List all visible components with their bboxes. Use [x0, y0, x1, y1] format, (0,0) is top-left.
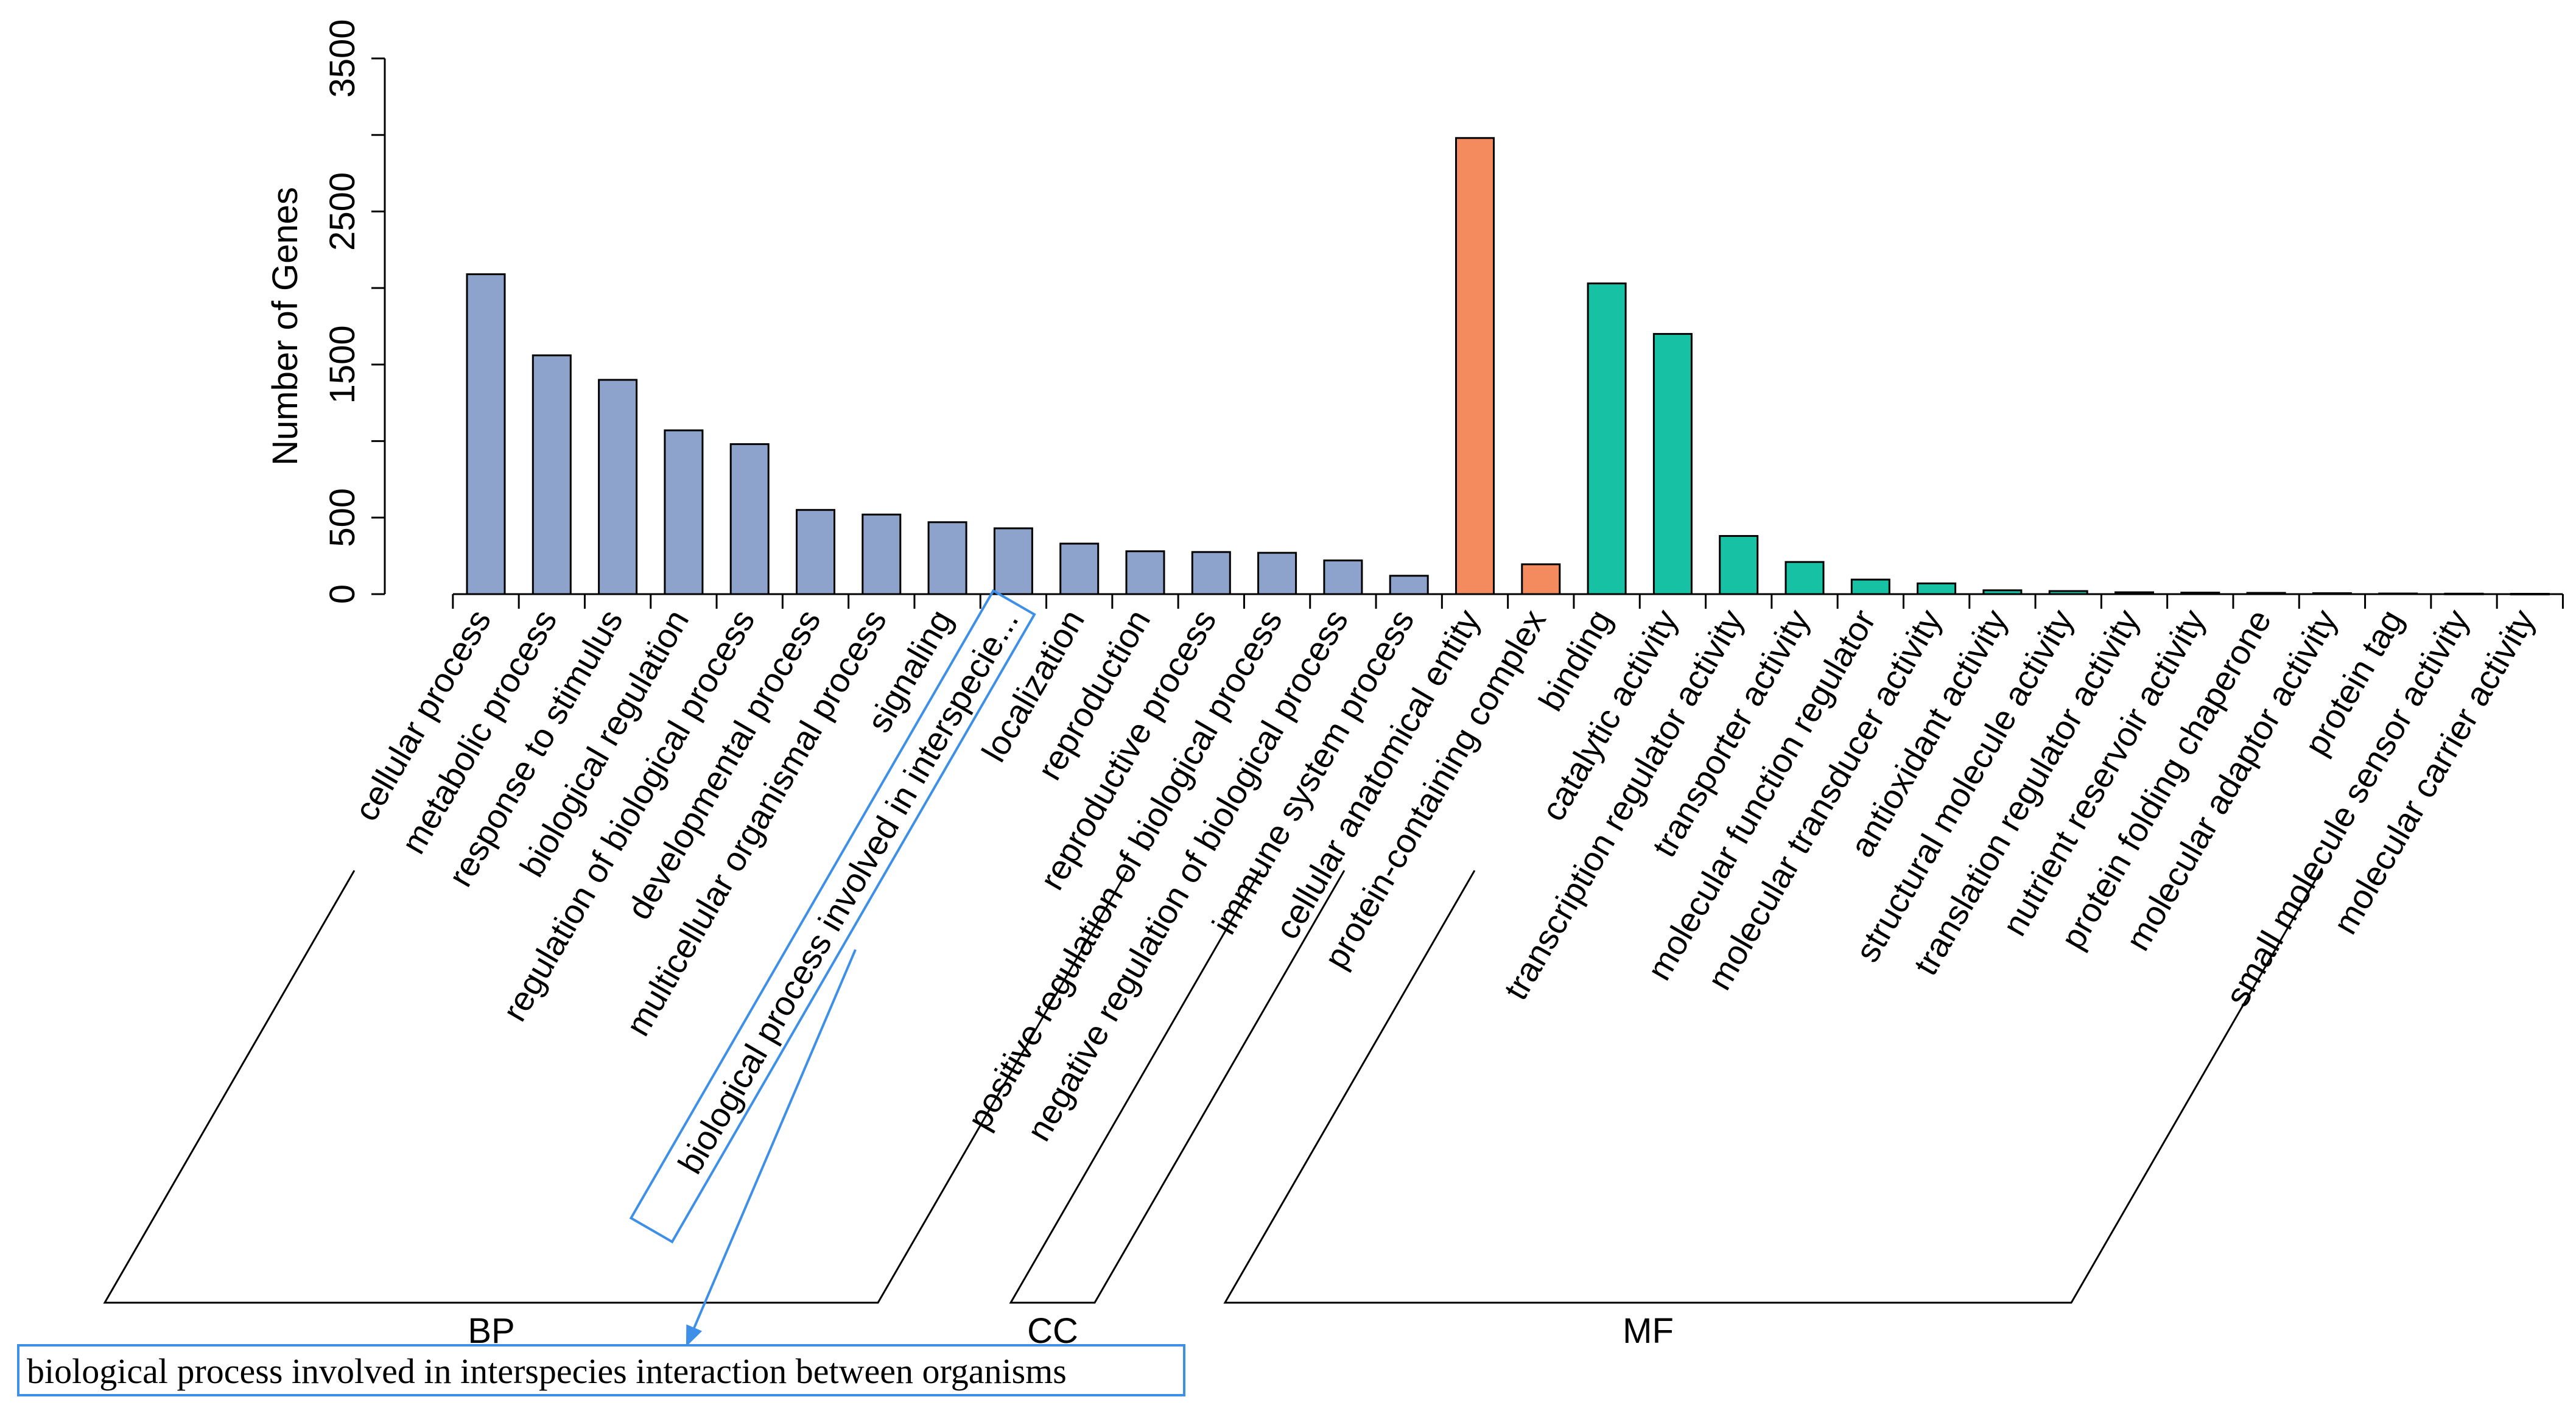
bar	[1719, 534, 1759, 595]
full-label-box	[17, 1344, 1185, 1396]
y-tick-label: 3500	[323, 19, 362, 97]
bar	[1125, 550, 1165, 595]
bar	[1455, 137, 1495, 595]
highlight-label-box	[629, 589, 1036, 1244]
group-label: MF	[1623, 1311, 1674, 1351]
bar	[532, 354, 572, 595]
callout-arrow-line	[687, 949, 857, 1343]
bar	[598, 379, 638, 595]
bar	[1652, 333, 1693, 595]
group-bracket	[1223, 870, 2322, 1304]
bar	[1785, 561, 1825, 595]
bar	[2114, 591, 2154, 595]
bar	[664, 429, 704, 595]
group-bracket	[103, 870, 1129, 1304]
y-tick-label: 500	[323, 488, 362, 547]
bar	[1191, 551, 1231, 595]
y-axis-title: Number of Genes	[265, 187, 305, 466]
bar	[1521, 563, 1561, 595]
bar	[1850, 578, 1890, 595]
bar	[1389, 575, 1429, 595]
full-label-text: biological process involved in interspec…	[27, 1351, 1067, 1391]
bar	[927, 521, 967, 595]
bar	[2312, 592, 2352, 595]
bar	[1917, 582, 1957, 595]
y-tick-label: 1500	[323, 325, 362, 404]
bar	[1323, 559, 1363, 595]
bar	[1257, 552, 1297, 595]
bar	[2048, 590, 2088, 595]
bar	[466, 273, 506, 595]
bar	[1587, 282, 1627, 595]
bar	[862, 513, 902, 595]
bar	[796, 509, 835, 595]
bar	[2246, 592, 2286, 595]
callout-arrow-head	[686, 1324, 703, 1347]
y-tick-label: 0	[323, 584, 362, 604]
group-bracket	[1009, 870, 1346, 1304]
bar	[1059, 542, 1100, 595]
bar	[729, 443, 770, 595]
bar	[1982, 589, 2023, 595]
bar	[993, 527, 1033, 595]
highlight-box-group	[629, 589, 1036, 1244]
y-tick-label: 2500	[323, 172, 362, 251]
bar	[2180, 591, 2220, 595]
